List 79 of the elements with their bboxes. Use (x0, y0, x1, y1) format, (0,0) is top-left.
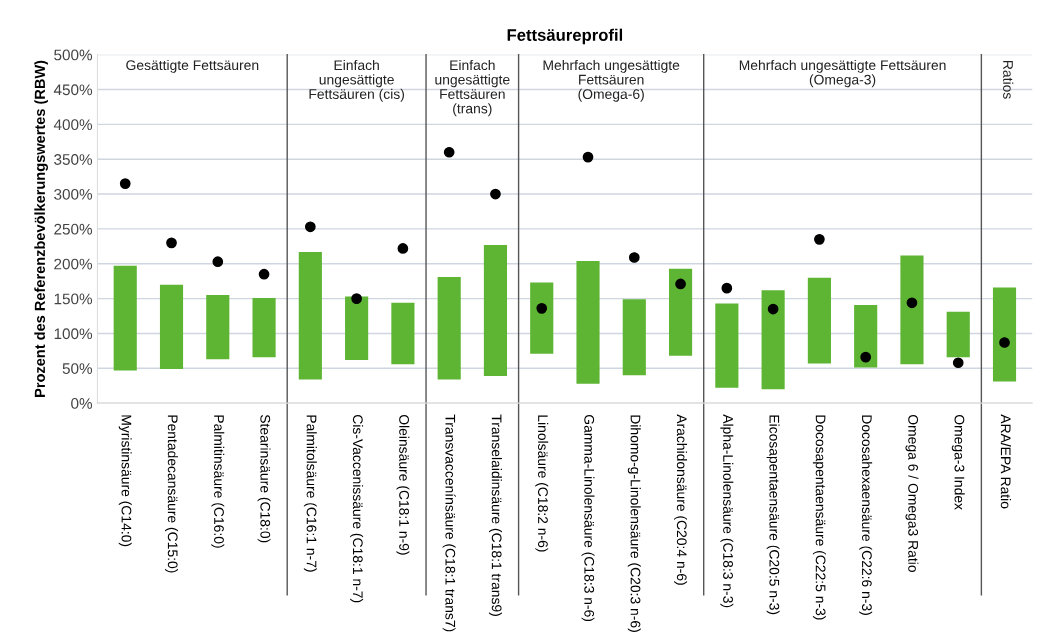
point (860, 351, 872, 363)
x-tick-label: Pentadecansäure (C15:0) (165, 415, 178, 573)
y-tick-label: 400% (53, 119, 93, 131)
x-tick-label: Cis-Vaccenissäure (C18:1 n-7) (350, 414, 364, 603)
bar (345, 296, 369, 360)
point (536, 303, 548, 314)
annotation: Mehrfach ungesättigte Fettsäuren (Omega-3) (739, 59, 946, 88)
y-tick-label: 150% (54, 293, 93, 305)
x-tick-label: Arachidonsäure (C20:4 n-6) (674, 414, 688, 585)
bar (669, 268, 693, 356)
point (119, 178, 131, 189)
annotation: Einfach ungesättigte Fettsäuren (trans) (435, 59, 510, 117)
x-tick-label: Dihomo-g-Linolensäure (C20:3 n-6) (627, 415, 641, 632)
y-tick-label: 450% (53, 84, 93, 96)
bar (992, 287, 1017, 382)
bar (576, 260, 600, 384)
y-tick-label: 250% (54, 223, 93, 235)
bar (113, 265, 137, 371)
bar (206, 295, 230, 360)
bar (530, 282, 554, 354)
x-tick-label: Omega-3 Index (951, 414, 965, 510)
x-tick-label: Alpha-Linolensäure (C18:3 n-3) (720, 414, 734, 608)
point (999, 337, 1010, 348)
point (258, 268, 270, 280)
chart-title: Fettsäureprofil (507, 28, 623, 45)
x-tick-label: Docosapentaensäure (C22:5 n-3) (812, 415, 826, 620)
point (814, 234, 825, 245)
point (628, 252, 640, 263)
y-tick-label: 100% (54, 328, 93, 340)
bar (715, 303, 739, 388)
bar (483, 244, 508, 376)
y-tick-label: 500% (54, 49, 93, 61)
bar (900, 255, 924, 365)
y-tick-label: 50% (62, 363, 93, 374)
point (582, 151, 594, 163)
x-tick-label: Transelaidinsäure (C18:1 trans9) (488, 414, 502, 616)
bar (159, 284, 184, 370)
x-tick-label: Oleinsäure (C18:1 n-9) (396, 414, 410, 555)
point (490, 188, 501, 200)
x-tick-label: Stearinsäure (C18:0) (257, 414, 271, 543)
y-tick-label: 0% (71, 398, 93, 409)
bar (252, 297, 276, 358)
y-tick-label: 200% (54, 258, 93, 270)
x-tick-label: Eicosapentaensäure (C20:5 n-3) (766, 415, 780, 615)
x-tick-label: Gamma-Linolensäure (C18:3 n-6) (581, 414, 595, 622)
point (906, 297, 918, 309)
x-tick-label: Linolsäure (C18:2 n-6) (535, 415, 549, 552)
point (443, 146, 455, 158)
annotation: Mehrfach ungesättigte Fettsäuren (Omega-6) (543, 59, 680, 102)
bar (807, 277, 831, 364)
x-tick-label: Docosahexaensäure (C22:6 n-3) (859, 415, 873, 615)
x-tick-label: Myristinsäure (C14:0) (118, 415, 132, 547)
point (166, 237, 177, 249)
bar (946, 311, 970, 358)
annotation: Ratios (1003, 61, 1014, 99)
point (952, 357, 964, 369)
x-tick-label: Palmitolsäure (C16:1 n-7) (303, 415, 317, 572)
bar (622, 299, 646, 376)
x-tick-label: Transvaccenínsäure (C18:1 trans7) (442, 414, 456, 632)
bar (298, 251, 322, 380)
bar (437, 277, 461, 380)
y-tick-label: 350% (54, 154, 93, 165)
point (397, 243, 409, 254)
x-tick-label: Palmitinsäure (C16:0) (211, 415, 225, 548)
point (675, 278, 686, 290)
annotation: Einfach ungesättigte Fettsäuren (cis) (309, 59, 404, 102)
bar (391, 302, 415, 365)
point (767, 303, 779, 315)
y-tick-label: 300% (54, 188, 93, 200)
bar (854, 304, 878, 368)
bar (761, 290, 785, 390)
x-tick-label: ARA/EPA Ratio (1000, 414, 1011, 509)
x-tick-label: Omega 6 / Omega3 Ratio (905, 414, 919, 572)
point (721, 282, 733, 294)
point (212, 256, 224, 268)
point (304, 221, 316, 233)
point (351, 293, 362, 304)
y-axis-title: Prozent des Referenzbevölkerungswertes (RBW) (34, 60, 48, 397)
annotation: Gesättigte Fettsäuren (126, 59, 259, 73)
